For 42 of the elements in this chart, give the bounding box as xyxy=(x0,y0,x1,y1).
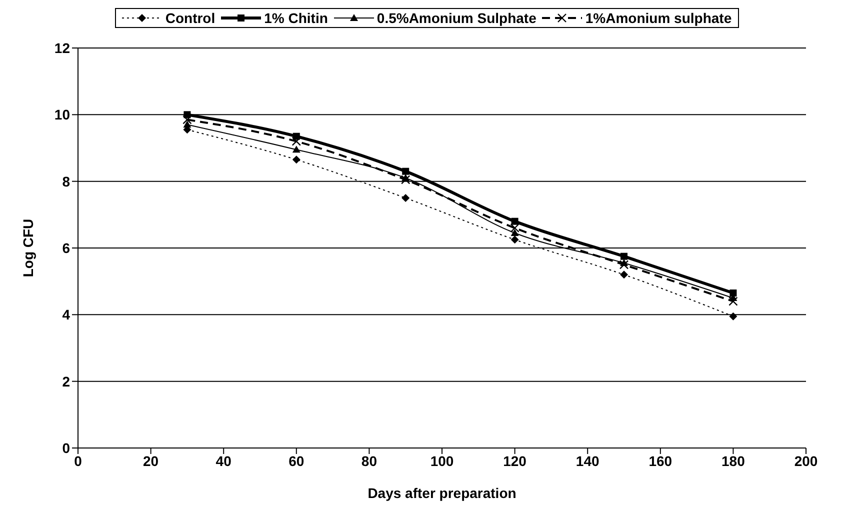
y-tick-label: 10 xyxy=(54,106,70,123)
point xyxy=(292,136,301,146)
y-tick-label: 2 xyxy=(62,373,70,390)
point xyxy=(182,115,192,124)
y-tick-label: 0 xyxy=(62,440,70,456)
point xyxy=(510,223,520,233)
point xyxy=(729,312,738,320)
y-axis-title: Log CFU xyxy=(20,218,36,278)
x-axis-title: Days after preparation xyxy=(368,485,516,501)
x-tick-label: 80 xyxy=(361,452,378,469)
y-tick-label: 8 xyxy=(62,173,70,190)
x-tick-label: 0 xyxy=(74,452,82,469)
legend-label: Control xyxy=(164,10,216,26)
x-tick-label: 60 xyxy=(288,452,304,469)
point xyxy=(292,146,300,153)
legend-label: 1%Amonium sulphate xyxy=(584,10,732,26)
point xyxy=(402,194,410,202)
legend-label: 0.5%Amonium Sulphate xyxy=(376,10,536,26)
point xyxy=(620,270,628,279)
point xyxy=(292,156,300,164)
x-tick-label: 140 xyxy=(576,452,600,469)
legend-label: 1% Chitin xyxy=(263,10,328,26)
x-tick-label: 180 xyxy=(722,452,746,469)
point xyxy=(730,290,737,296)
point xyxy=(728,296,738,306)
x-tick-label: 40 xyxy=(216,452,232,469)
x-tick-label: 160 xyxy=(648,452,672,469)
point xyxy=(183,120,192,128)
point xyxy=(401,175,410,184)
y-tick-label: 6 xyxy=(62,240,70,256)
x-tick-label: 20 xyxy=(143,452,159,469)
point xyxy=(620,252,628,260)
y-tick-label: 4 xyxy=(62,306,70,323)
y-tick-label: 12 xyxy=(54,40,70,56)
point xyxy=(510,229,519,236)
x-tick-label: 120 xyxy=(503,452,527,469)
point xyxy=(619,260,629,270)
point xyxy=(402,168,410,175)
x-tick-label: 100 xyxy=(430,452,454,469)
point xyxy=(511,218,518,225)
point xyxy=(510,236,519,244)
x-tick-label: 200 xyxy=(794,452,818,469)
